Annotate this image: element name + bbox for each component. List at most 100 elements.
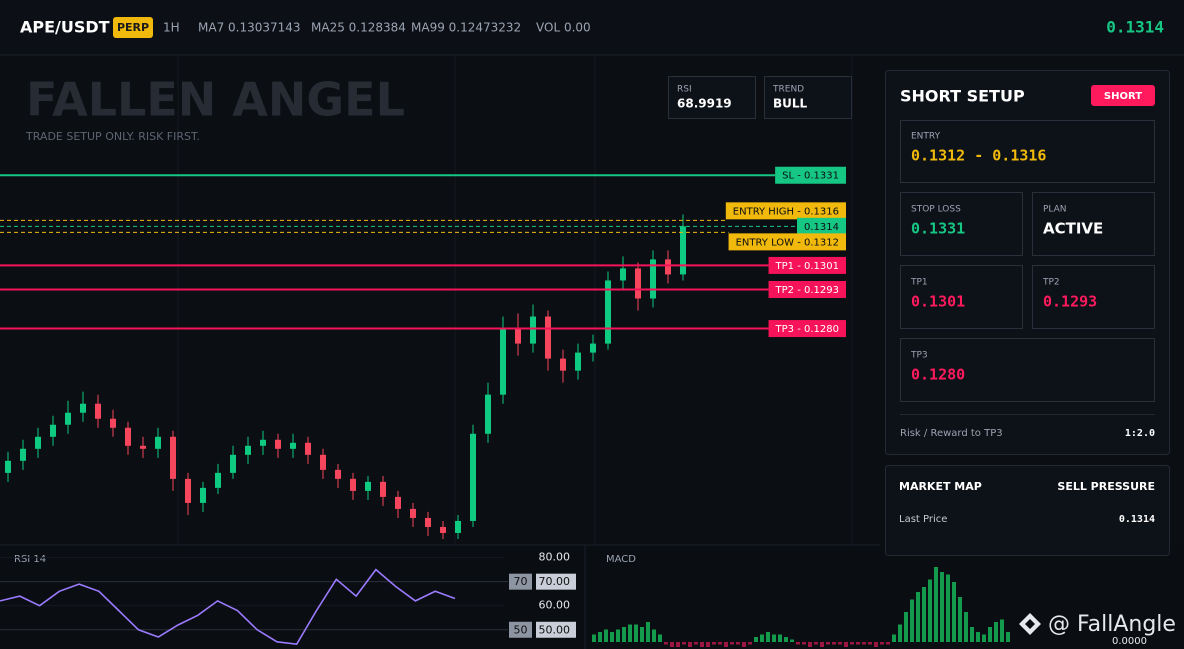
y-tick-label: 50.00 (539, 623, 571, 636)
macd-bar (634, 624, 638, 642)
entry-label: ENTRY (911, 132, 941, 142)
rsi-level-tag (509, 573, 532, 590)
stat-label: RSI (677, 85, 692, 95)
stop-loss-box (900, 192, 1023, 256)
rsi-level-tick-bg (536, 573, 576, 590)
macd-bar (874, 642, 878, 647)
macd-bar (826, 642, 830, 645)
candle-body (665, 259, 671, 275)
macd-bar (676, 642, 680, 647)
rsi-level-label: 70 (514, 575, 528, 588)
candle-body (5, 460, 11, 473)
ma7: MA7 0.13037143 (198, 21, 301, 35)
macd-bar (934, 567, 938, 642)
tp3-box (900, 338, 1155, 402)
stat-box (668, 76, 756, 119)
rr-label: Risk / Reward to TP3 (900, 428, 1003, 439)
candle-body (140, 445, 146, 449)
macd-bar (940, 572, 944, 642)
ma99: MA99 0.12473232 (411, 21, 521, 35)
macd-bar (790, 639, 794, 642)
macd-bar (814, 642, 818, 645)
macd-bar (664, 642, 668, 645)
rsi-level-label: 50 (514, 623, 528, 636)
macd-bar (862, 642, 866, 645)
macd-bar (994, 622, 998, 642)
indicator-area (0, 545, 1184, 649)
candle-body (170, 436, 176, 479)
short-badge[interactable]: SHORT (1104, 91, 1142, 102)
badge: PERP (117, 21, 149, 34)
y-tick-label: 70.00 (539, 575, 571, 588)
entry-value: 0.1312 - 0.1316 (911, 147, 1046, 165)
last-price-value: 0.1314 (1119, 514, 1155, 525)
stat-box (764, 76, 852, 119)
price-level-tag (728, 233, 846, 251)
interval[interactable]: 1H (163, 21, 180, 35)
price-level-label: 0.1314 (804, 222, 839, 233)
candle-body (275, 439, 281, 449)
macd-bar (712, 642, 716, 645)
macd-bar (844, 642, 848, 647)
candle-body (230, 454, 236, 473)
macd-bar (1006, 632, 1010, 642)
candle-body (125, 427, 131, 446)
macd-bar (592, 634, 596, 642)
candle-body (350, 478, 356, 491)
price-level-tag (768, 280, 846, 298)
symbol: APE/USDT (20, 18, 110, 37)
candle-body (335, 469, 341, 479)
macd-bar (628, 624, 632, 642)
tp2-box (1032, 265, 1155, 329)
macd-bar (700, 642, 704, 647)
price-level-tag (775, 166, 846, 184)
price-level-label: ENTRY HIGH - 0.1316 (733, 206, 839, 217)
macd-bar (958, 597, 962, 642)
macd-bar (754, 637, 758, 642)
chart-subtitle: TRADE SETUP ONLY. RISK FIRST. (25, 130, 200, 143)
candle-body (260, 439, 266, 446)
volume: VOL 0.00 (536, 21, 591, 35)
candle-body (65, 412, 71, 425)
macd-bar (610, 632, 614, 642)
candle-body (605, 280, 611, 344)
macd-bar (766, 632, 770, 642)
candle-body (545, 316, 551, 359)
macd-bar (622, 627, 626, 642)
macd-bar (970, 627, 974, 642)
y-tick-label: 60.00 (539, 599, 571, 612)
macd-bar (706, 642, 710, 647)
candle-body (20, 448, 26, 461)
last-price-label: Last Price (899, 514, 947, 525)
tp2-value: 0.1293 (1043, 293, 1097, 311)
candle-body (305, 442, 311, 455)
candle-body (110, 418, 116, 428)
candle-body (455, 520, 461, 533)
candle-body (50, 424, 56, 437)
macd-bar (1000, 619, 1004, 642)
candle-body (155, 436, 161, 449)
candle-body (365, 481, 371, 491)
candle-body (470, 433, 476, 521)
macd-bar (730, 642, 734, 645)
stat-label: TREND (772, 85, 804, 95)
price-level-label: TP2 - 0.1293 (775, 285, 839, 296)
macd-title: MACD (606, 554, 636, 565)
candle-body (245, 445, 251, 455)
short-badge-bg (1091, 85, 1155, 106)
candle-body (635, 268, 641, 299)
stop-loss-label: STOP LOSS (911, 205, 961, 215)
price-level-tag (797, 217, 846, 235)
candle-body (500, 328, 506, 395)
macd-bar (640, 627, 644, 642)
header-bar (0, 0, 1184, 55)
tp3-label: TP3 (910, 351, 928, 361)
tp3-value: 0.1280 (911, 366, 965, 384)
candle-body (320, 454, 326, 470)
y-tick-label: 80.00 (539, 551, 571, 564)
market-map-status: SELL PRESSURE (1057, 480, 1155, 493)
candle-body (395, 496, 401, 509)
tp1-label: TP1 (910, 278, 928, 288)
macd-bar (736, 642, 740, 645)
